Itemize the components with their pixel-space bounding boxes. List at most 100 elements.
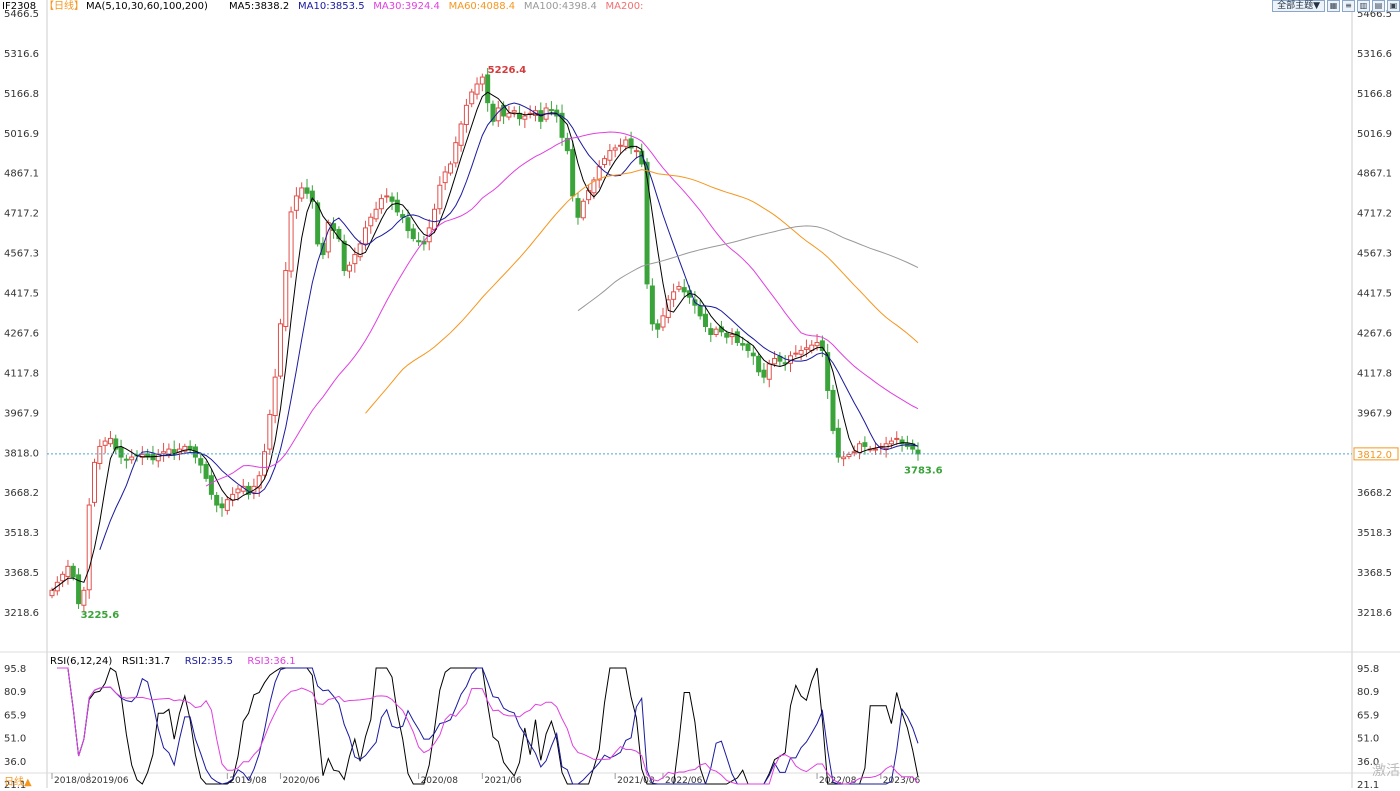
rsi-tick-left: 95.8 [4,664,26,675]
price-tick-right: 4117.8 [1357,368,1392,379]
candle-body [745,343,751,351]
candle-body [644,161,650,285]
rsi-tick-left: 21.1 [4,780,26,788]
candle-body [92,461,98,503]
price-tick-left: 3218.6 [4,608,39,619]
candle-body [400,214,406,218]
candle-body [442,171,448,184]
theme-button[interactable]: 全部主题▼ [1272,0,1325,12]
price-tick-left: 4867.1 [4,169,39,180]
price-tick-left: 3368.5 [4,568,39,579]
rsi-value: RSI1:31.7 [122,656,170,667]
ma-lines [51,91,919,591]
x-tick-label: 2022/08 [819,776,857,786]
period-switch-label: 日线▲ [4,775,32,788]
candle-body [617,144,623,147]
candle-body [803,347,809,350]
price-tick-left: 5316.6 [4,49,39,60]
candle-body [761,369,767,378]
price-tick-right: 4867.1 [1357,169,1392,180]
candle-body [734,331,740,343]
candle-body [325,222,331,253]
candle-body [203,464,209,479]
candle-body [660,315,666,328]
low-marker: 3783.6 [904,465,943,476]
candle-body [740,343,746,346]
list-icon[interactable]: ≡ [1342,0,1355,12]
price-tick-right: 4267.6 [1357,328,1392,339]
ma-line-ma100 [577,225,919,312]
grid-icon[interactable]: ▦ [1327,0,1340,12]
rsi-line-2 [57,667,919,785]
candle-body [384,195,390,198]
candle-body [894,437,900,440]
candle-body [288,211,294,272]
price-tick-right: 5316.6 [1357,49,1392,60]
x-tick-label: 2020/08 [421,776,459,786]
candle-body [766,363,772,380]
current-price-box [1353,447,1399,461]
price-tick-right: 4417.5 [1357,289,1392,300]
candle-body [548,109,554,112]
settings-icon[interactable]: ▤ [1372,0,1385,12]
candle-body [373,208,379,220]
price-tick-right: 4567.3 [1357,249,1392,260]
candle-body [272,376,278,417]
candle-body [187,445,193,450]
price-tick-left: 4117.8 [4,368,39,379]
ma-value: MA200: [606,1,644,12]
candle-body [756,355,762,373]
candle-body [362,227,368,245]
candle-body [649,285,655,325]
candle-body [405,217,411,232]
candle-body [394,199,400,213]
candle-body [490,103,496,122]
candle-body [304,187,310,194]
x-tick-label: 2019/08 [229,776,267,786]
candle-body [352,254,358,265]
low-marker: 3225.6 [81,610,120,621]
candle-body [368,216,374,227]
rsi-tick-left: 80.9 [4,687,26,698]
candle-body [123,458,129,461]
rsi-tick-right: 21.1 [1357,780,1379,788]
candle-body [389,196,395,202]
price-tick-right: 5166.8 [1357,89,1392,100]
x-tick-label: 2021/06 [484,776,522,786]
x-tick-label: 2020/06 [282,776,320,786]
ma-value: MA10:3853.5 [298,1,365,12]
candle-body [485,74,491,104]
window-icon[interactable]: ▣ [1387,0,1400,12]
candle-body [262,451,268,476]
candle-body [107,437,113,445]
candle-body [469,91,475,105]
candle-body [76,574,82,605]
candle-body [171,449,177,455]
candle-body [416,240,422,243]
symbol-label: IF2308 [2,1,36,12]
rsi-tick-left: 65.9 [4,710,26,721]
candle-body [299,187,305,199]
candles [49,68,921,613]
price-tick-right: 3518.3 [1357,528,1392,539]
candle-body [70,565,76,578]
candle-body [559,112,565,138]
candle-body [219,503,225,509]
candle-body [315,202,321,245]
price-tick-left: 4717.2 [4,209,39,220]
rsi-tick-right: 51.0 [1357,734,1379,745]
candle-body [628,138,634,149]
candle-body [341,240,347,272]
candle-body [453,142,459,164]
chart-icon[interactable]: ▥ [1357,0,1370,12]
candle-body [474,83,480,95]
candle-body [65,565,71,577]
candle-body [570,149,576,197]
candle-body [139,453,145,458]
candle-body [463,104,469,126]
ma-value: MA100:4398.4 [524,1,597,12]
